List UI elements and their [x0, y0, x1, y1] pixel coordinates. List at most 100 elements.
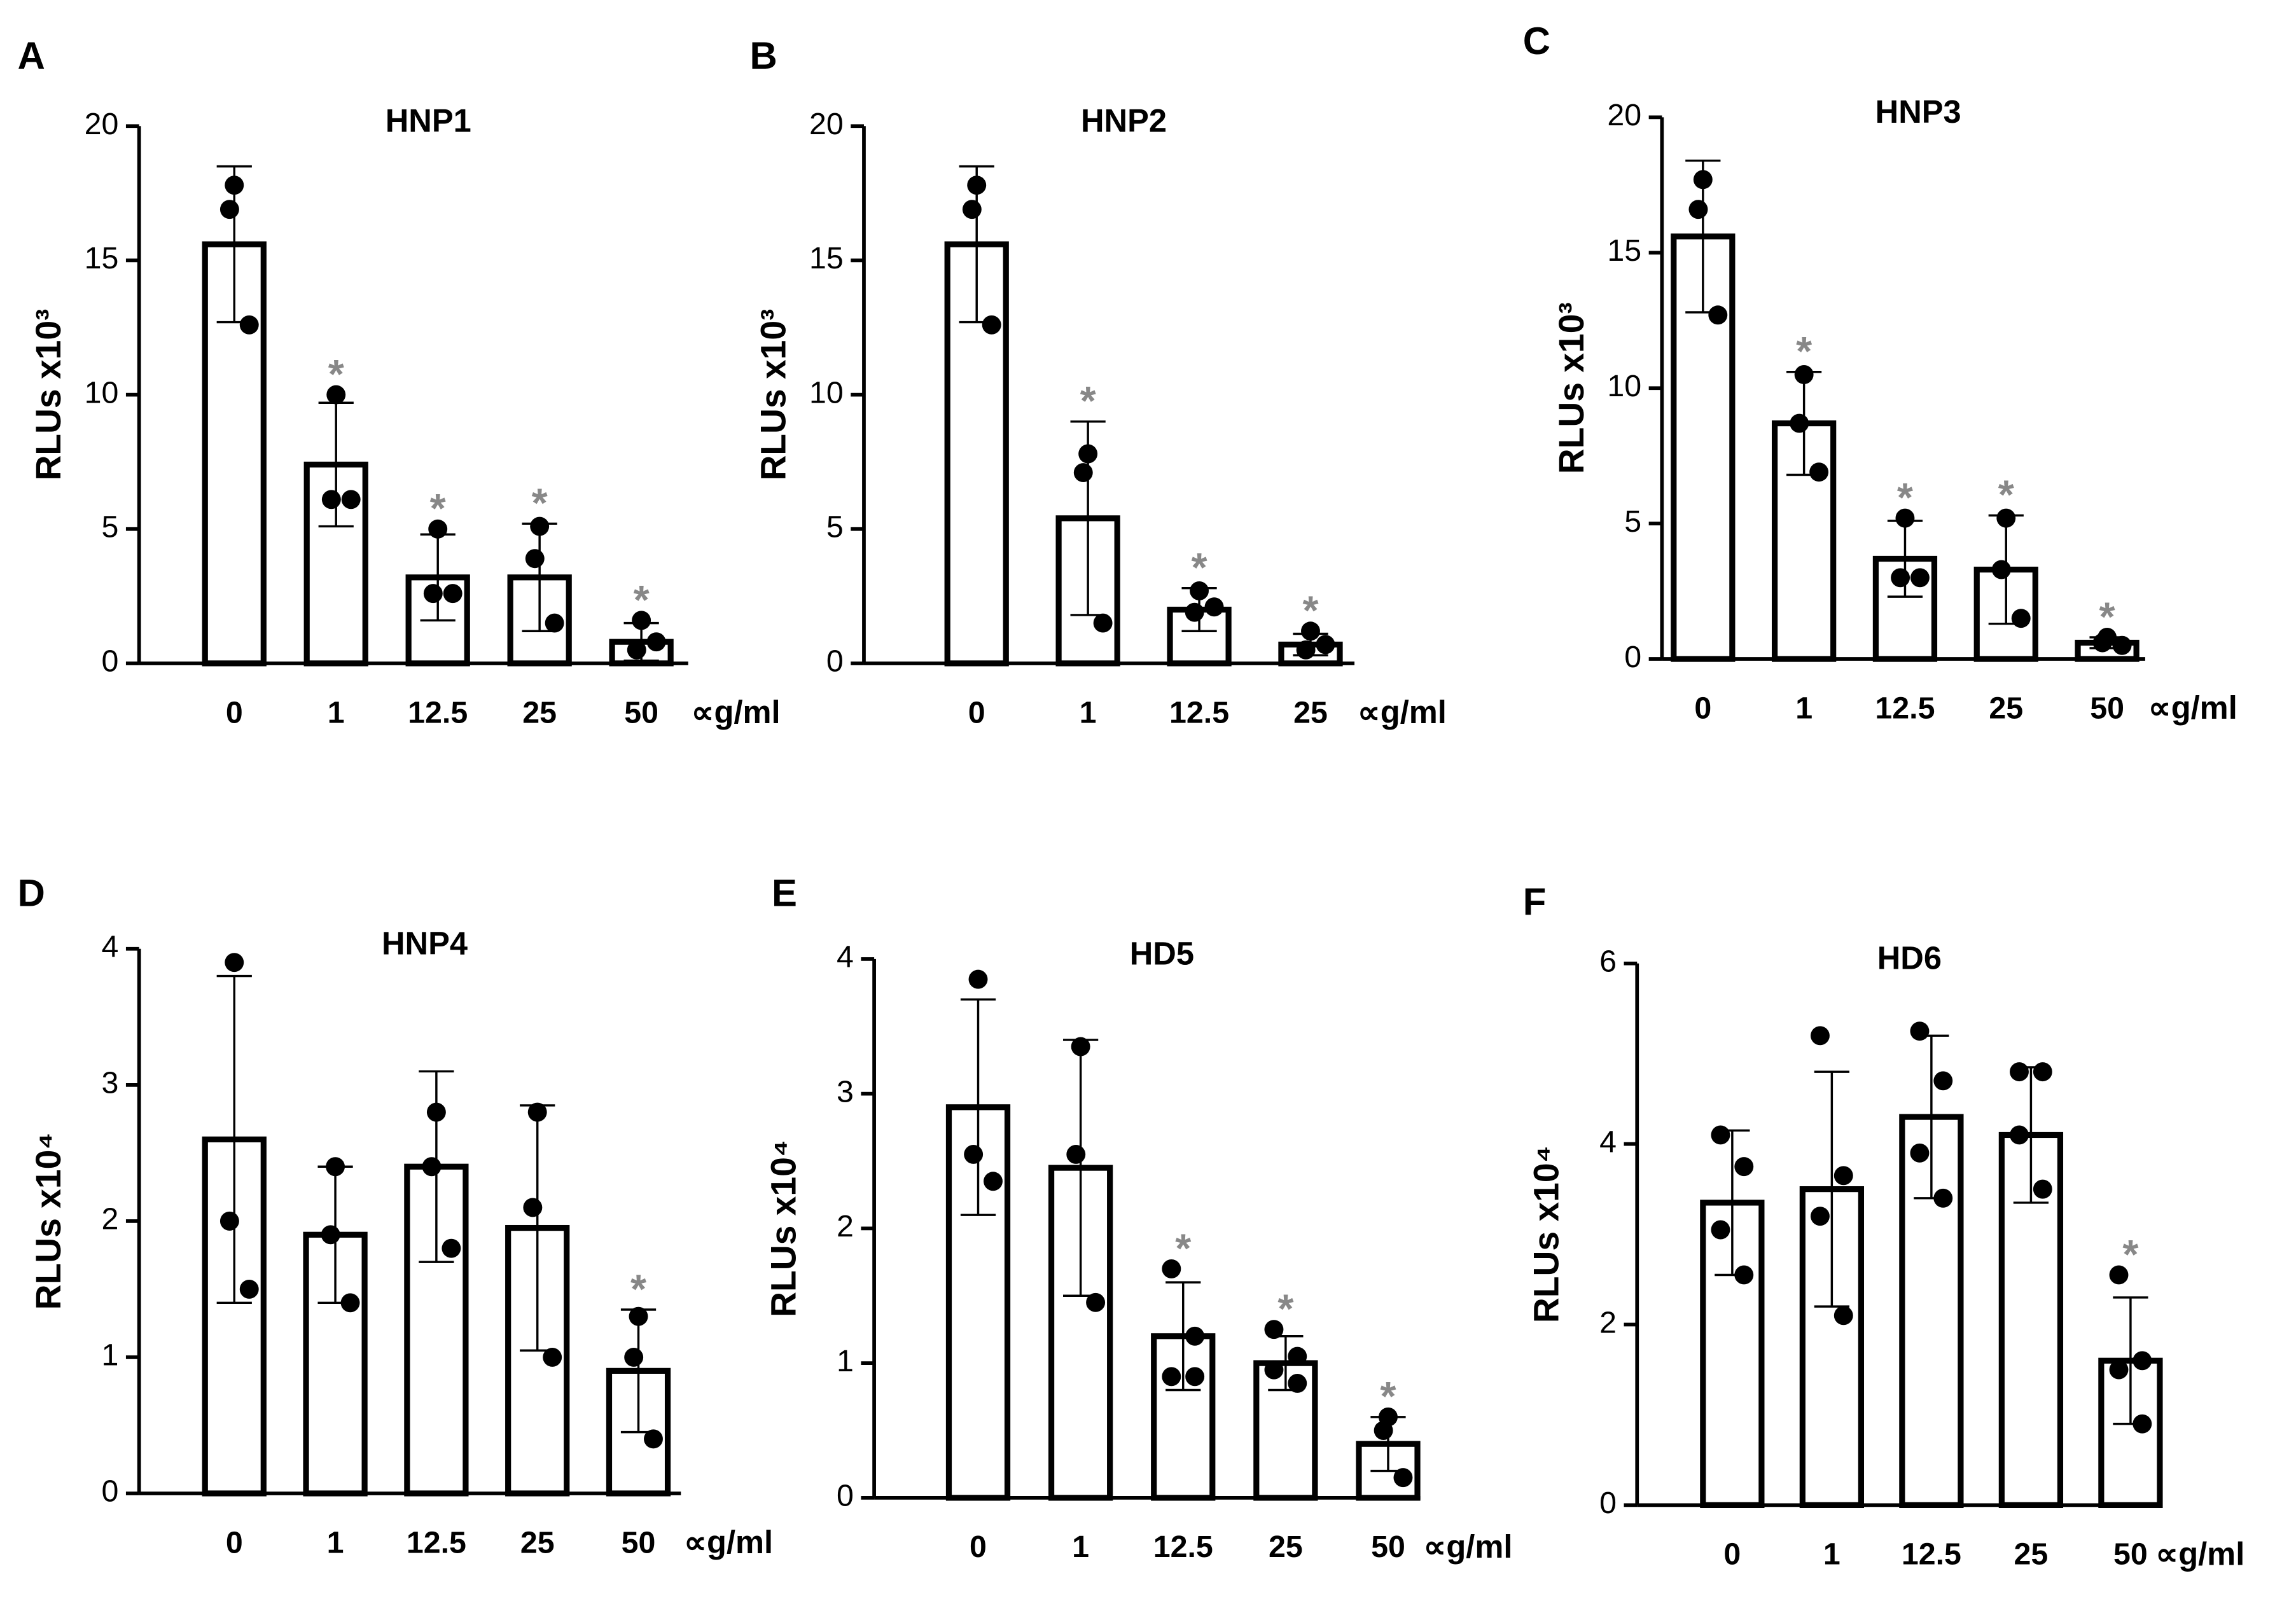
y-tick-label: 15 [1607, 233, 1641, 268]
significance-star: * [634, 577, 650, 623]
chart-title: HNP3 [1875, 93, 1961, 130]
x-tick-label: 12.5 [408, 695, 468, 730]
data-point [2011, 609, 2031, 628]
x-tick-label: 25 [520, 1525, 555, 1560]
x-tick-label: 50 [622, 1525, 656, 1560]
y-axis-label: RLUs x10⁴ [1527, 1146, 1566, 1323]
significance-star: * [1192, 544, 1208, 590]
data-point [225, 176, 244, 195]
data-point [1066, 1144, 1086, 1164]
data-point [422, 1157, 442, 1177]
significance-star: * [2099, 593, 2116, 639]
data-point [1264, 1360, 1284, 1380]
x-tick-label: 0 [226, 695, 243, 730]
significance-star: * [1302, 588, 1319, 633]
data-point [644, 1429, 663, 1449]
y-tick-label: 0 [826, 644, 844, 679]
y-tick-label: 2 [102, 1202, 119, 1236]
x-tick-label: 12.5 [1153, 1530, 1213, 1564]
data-point [1296, 640, 1316, 660]
data-point [2109, 1360, 2129, 1380]
x-tick-label: 0 [968, 695, 985, 730]
data-point [1811, 1026, 1830, 1046]
x-unit-label: ∝g/ml [2148, 689, 2237, 726]
x-tick-label: 1 [327, 1525, 344, 1560]
y-tick-label: 3 [837, 1074, 854, 1109]
data-point [523, 1198, 543, 1217]
data-point [1185, 602, 1204, 622]
x-tick-label: 0 [1723, 1537, 1741, 1572]
data-point [525, 549, 545, 569]
x-tick-label: 50 [1371, 1530, 1405, 1564]
data-point [1688, 200, 1708, 219]
x-tick-label: 12.5 [1902, 1537, 1961, 1572]
data-point [340, 1293, 360, 1313]
significance-star: * [328, 351, 345, 397]
significance-star: * [1796, 328, 1812, 374]
data-point [1086, 1292, 1106, 1312]
y-tick-label: 4 [1599, 1125, 1617, 1159]
data-point [321, 1225, 340, 1245]
data-point [967, 176, 987, 195]
x-tick-label: 0 [970, 1530, 987, 1564]
data-point [426, 1102, 446, 1122]
y-tick-label: 5 [826, 510, 844, 544]
y-axis-label: RLUs x10⁴ [29, 1132, 68, 1310]
data-point [2109, 1265, 2129, 1285]
data-point [1093, 613, 1113, 633]
data-point [1071, 1037, 1090, 1056]
x-tick-label: 12.5 [407, 1525, 466, 1560]
data-point [1910, 1021, 1930, 1041]
y-tick-label: 6 [1599, 945, 1617, 979]
x-tick-label: 12.5 [1875, 691, 1935, 725]
chart-title: HNP2 [1081, 102, 1167, 139]
data-point [1301, 621, 1320, 641]
data-point [326, 385, 346, 405]
data-point [1693, 170, 1713, 190]
x-tick-label: 50 [624, 695, 658, 730]
data-point [2132, 1351, 2152, 1371]
data-point [627, 640, 646, 660]
data-point [219, 1211, 239, 1231]
y-axis-label: RLUs x10⁴ [764, 1140, 804, 1317]
data-point [962, 200, 982, 219]
y-tick-label: 1 [102, 1338, 119, 1373]
error-bar [960, 998, 996, 1216]
x-tick-label: 1 [1823, 1537, 1840, 1572]
data-point [543, 1347, 562, 1367]
y-tick-label: 0 [1624, 640, 1641, 674]
x-tick-label: 25 [2014, 1537, 2049, 1572]
significance-star: * [532, 480, 548, 526]
y-tick-label: 3 [102, 1066, 119, 1100]
data-point [1204, 597, 1224, 617]
data-point [964, 1144, 984, 1164]
data-point [1933, 1071, 1953, 1091]
panel-letter: E [772, 872, 797, 915]
data-point [982, 315, 1001, 335]
data-point [428, 519, 448, 539]
chart-title: HNP1 [386, 102, 471, 139]
data-point [632, 611, 651, 630]
data-point [219, 200, 239, 219]
y-axis-label: RLUs x10³ [753, 309, 793, 481]
panel-letter: B [749, 34, 777, 77]
significance-star: * [1080, 378, 1097, 424]
significance-star: * [1277, 1286, 1294, 1332]
error-bar [216, 974, 252, 1305]
error-bar [1165, 1281, 1201, 1392]
data-point [1264, 1320, 1284, 1339]
significance-star: * [430, 485, 447, 531]
y-tick-label: 4 [102, 930, 119, 964]
significance-star: * [2122, 1231, 2139, 1277]
significance-star: * [1998, 472, 2015, 518]
x-unit-label: ∝g/ml [2155, 1535, 2244, 1572]
x-unit-label: ∝g/ml [1423, 1528, 1512, 1565]
data-point [1185, 1326, 1205, 1346]
x-tick-label: 0 [1694, 691, 1711, 725]
y-tick-label: 5 [102, 510, 119, 544]
data-point [1190, 581, 1209, 600]
data-point [1734, 1157, 1754, 1177]
data-point [2010, 1062, 2029, 1082]
data-point [1790, 413, 1809, 433]
